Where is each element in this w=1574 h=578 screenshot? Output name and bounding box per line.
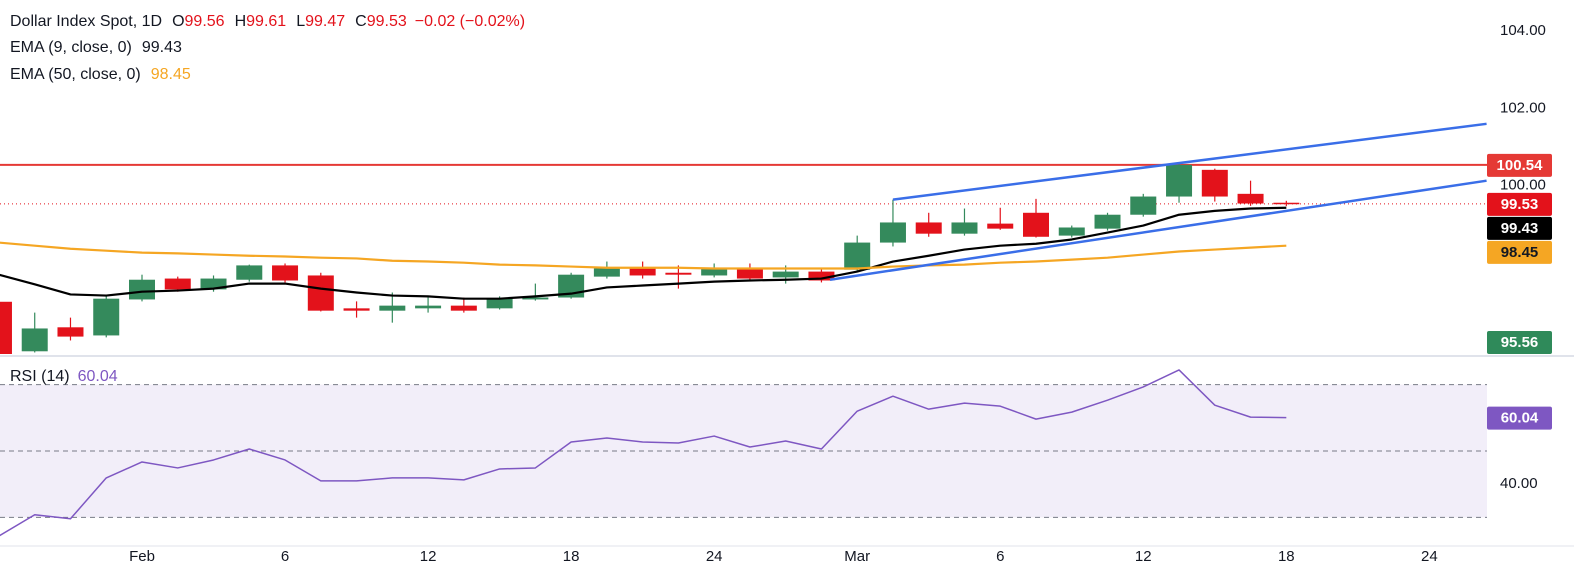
candle-body [415, 305, 442, 309]
ema-line [0, 206, 1287, 300]
candle-body [236, 265, 263, 280]
ohlc-key: L [296, 13, 305, 30]
candle-body [1094, 214, 1121, 229]
candle-body [379, 305, 406, 311]
rsi-line [0, 369, 1287, 537]
x-tick-label: Feb [129, 548, 155, 565]
x-tick-label: 12 [1135, 548, 1152, 565]
candle-body [1273, 202, 1300, 205]
candle-body [343, 308, 370, 311]
candle-body [844, 242, 871, 270]
x-tick-label: 24 [1421, 548, 1438, 565]
price-label: 60.04 [1501, 410, 1539, 427]
ohlc-key: C [355, 13, 367, 30]
candle-body [164, 278, 191, 290]
axes: 104.00 102.00 100.00 Feb 6 12 18 24 Mar 6 12 18 24 10… [129, 22, 1552, 565]
candle-body [272, 265, 299, 281]
rsi-background [0, 384, 1487, 518]
ohlc-value: 99.61 [246, 13, 286, 30]
candle-body [593, 268, 620, 277]
price-label-box [1487, 153, 1552, 177]
price-label-box [1487, 331, 1552, 354]
legend-header: Dollar Index Spot, 1D O99.56 H99.61 L99.47 C… [10, 13, 525, 30]
ohlc-key: H [235, 13, 247, 30]
candle-body [987, 223, 1014, 229]
price-label: 95.56 [1501, 334, 1539, 351]
ohlc-value: 99.53 [367, 13, 407, 30]
rsi-value: 60.04 [78, 368, 118, 385]
x-tick-label: 6 [996, 548, 1004, 565]
ema-legend: EMA (50, close, 0) 98.45 [10, 66, 191, 83]
x-tick-label: 12 [420, 548, 437, 565]
candle-body [701, 267, 728, 276]
candle-body [772, 271, 799, 278]
trend-line [829, 179, 1487, 281]
x-tick-label: 24 [706, 548, 723, 565]
price-label: 99.43 [1501, 220, 1539, 237]
price-pane [0, 122, 1487, 354]
candle-body [915, 222, 942, 234]
candle-body [1058, 227, 1085, 236]
candle-body [665, 272, 692, 275]
candle-body [450, 305, 477, 311]
price-label-box [1487, 240, 1552, 264]
price-label: 100.54 [1497, 157, 1544, 174]
candle-body [129, 279, 155, 300]
ohlc-value: 99.47 [305, 13, 345, 30]
trend-line [892, 122, 1487, 201]
candle-body [951, 222, 978, 234]
ohlc-key: O [172, 13, 184, 30]
candle-body [307, 275, 334, 311]
rsi-legend: RSI (14) 60.04 [10, 368, 118, 385]
price-label-box [1487, 216, 1552, 240]
candle-body [1237, 193, 1264, 204]
candle-body [486, 298, 513, 309]
candle-body [0, 301, 12, 354]
y-tick-label: 102.00 [1500, 99, 1546, 116]
ema-line [0, 241, 1287, 270]
candle-body [522, 297, 549, 300]
x-tick-label: 6 [281, 548, 289, 565]
price-label: 98.45 [1501, 244, 1539, 261]
ohlc-value: 99.56 [185, 13, 225, 30]
rsi-pane [0, 369, 1287, 537]
x-tick-label: 18 [1278, 548, 1295, 565]
ema-name: EMA (9, close, 0) [10, 39, 132, 56]
ema-legend: EMA (9, close, 0) 99.43 [10, 39, 182, 56]
candle-body [57, 327, 84, 337]
candle-body [879, 222, 906, 243]
candle-body [93, 298, 120, 336]
candle-body [200, 278, 227, 290]
candle-body [1201, 169, 1228, 197]
candle-body [1166, 164, 1193, 197]
rsi-title: RSI (14) [10, 368, 70, 385]
candle-body [736, 267, 763, 279]
price-label-box [1487, 406, 1552, 430]
candle-body [808, 271, 835, 281]
x-tick-label: 18 [563, 548, 580, 565]
candle-body [1023, 212, 1049, 237]
price-label-box [1487, 192, 1552, 216]
x-tick-label: Mar [844, 548, 870, 565]
candle-body [1130, 196, 1157, 215]
symbol-title: Dollar Index Spot, 1D [10, 13, 162, 30]
ema-value: 98.45 [151, 66, 191, 83]
candle-body [629, 267, 656, 276]
y-tick-label: 100.00 [1500, 177, 1546, 194]
change: −0.02 (−0.02%) [415, 13, 525, 30]
ema-name: EMA (50, close, 0) [10, 66, 141, 83]
ema-value: 99.43 [142, 39, 182, 56]
y-tick-label: 40.00 [1500, 475, 1538, 492]
price-label: 99.53 [1501, 196, 1539, 213]
y-tick-label: 104.00 [1500, 22, 1546, 39]
candle-body [21, 328, 48, 352]
